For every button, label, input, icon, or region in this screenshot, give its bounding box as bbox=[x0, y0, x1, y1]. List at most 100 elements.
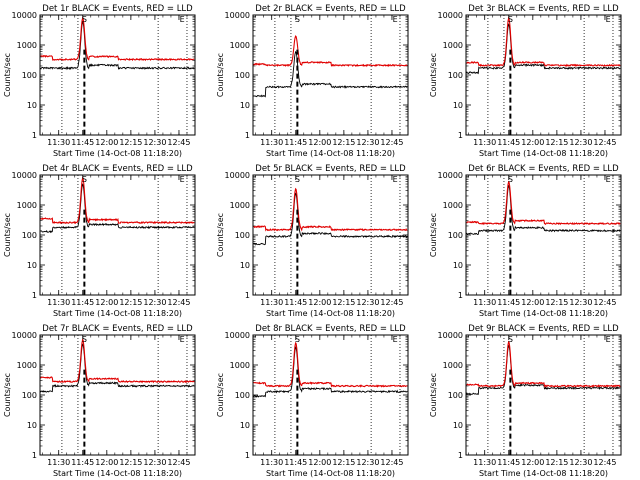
y-tick-label: 1 bbox=[458, 131, 463, 140]
x-tick-label: 12:45 bbox=[593, 298, 616, 307]
lld-series-line bbox=[466, 340, 621, 388]
y-tick-label: 1000 bbox=[443, 361, 463, 370]
y-tick-label: 10 bbox=[453, 261, 463, 270]
x-tick-label: 12:45 bbox=[167, 298, 190, 307]
events-series-line bbox=[466, 23, 621, 75]
x-tick-label: 12:00 bbox=[308, 138, 331, 147]
y-tick-label: 100 bbox=[448, 71, 463, 80]
panel-title: Det 6r BLACK = Events, RED = LLD bbox=[468, 164, 619, 174]
y-tick-label: 10 bbox=[453, 421, 463, 430]
x-tick-label: 12:45 bbox=[167, 458, 190, 467]
x-tick-label: 11:30 bbox=[473, 138, 496, 147]
x-tick-label: 12:30 bbox=[356, 298, 379, 307]
x-tick-label: 12:15 bbox=[545, 458, 568, 467]
y-tick-label: 1 bbox=[32, 131, 37, 140]
panel-title: Det 1r BLACK = Events, RED = LLD bbox=[42, 4, 193, 14]
y-tick-label: 10000 bbox=[438, 11, 463, 20]
x-tick-label: 11:30 bbox=[473, 298, 496, 307]
y-tick-label: 10000 bbox=[438, 171, 463, 180]
x-tick-label: 11:30 bbox=[260, 138, 283, 147]
y-tick-label: 100 bbox=[235, 231, 250, 240]
x-tick-label: 12:45 bbox=[380, 138, 403, 147]
x-axis-label: Start Time (14-Oct-08 11:18:20) bbox=[53, 149, 182, 158]
y-tick-label: 1000 bbox=[17, 361, 37, 370]
y-tick-label: 100 bbox=[235, 71, 250, 80]
y-tick-label: 100 bbox=[235, 391, 250, 400]
y-tick-label: 10 bbox=[27, 421, 37, 430]
x-tick-label: 12:45 bbox=[380, 458, 403, 467]
y-tick-label: 1000 bbox=[230, 201, 250, 210]
y-tick-label: 1 bbox=[32, 291, 37, 300]
x-tick-label: 11:45 bbox=[284, 458, 307, 467]
plot-frame bbox=[465, 174, 622, 296]
x-tick-label: 12:30 bbox=[143, 458, 166, 467]
marker-label: E bbox=[180, 335, 185, 344]
plot-frame bbox=[252, 14, 409, 136]
y-tick-label: 10000 bbox=[12, 11, 37, 20]
y-tick-label: 10 bbox=[27, 261, 37, 270]
detector-panel: Det 8r BLACK = Events, RED = LLD Counts/s… bbox=[216, 324, 409, 478]
marker-label: E bbox=[606, 15, 611, 24]
detector-panel: Det 6r BLACK = Events, RED = LLD Counts/s… bbox=[429, 164, 622, 318]
x-tick-label: 12:30 bbox=[569, 458, 592, 467]
lld-series-line bbox=[40, 338, 195, 384]
events-series-line bbox=[40, 183, 195, 234]
x-tick-label: 11:45 bbox=[71, 138, 94, 147]
y-tick-label: 10 bbox=[27, 101, 37, 110]
x-axis-label: Start Time (14-Oct-08 11:18:20) bbox=[266, 469, 395, 478]
y-axis-label: Counts/sec bbox=[216, 53, 225, 97]
y-tick-label: 10 bbox=[240, 421, 250, 430]
x-tick-label: 11:45 bbox=[284, 298, 307, 307]
x-tick-label: 12:30 bbox=[143, 298, 166, 307]
lld-series-line bbox=[466, 180, 621, 226]
detector-panel: Det 3r BLACK = Events, RED = LLD Counts/s… bbox=[429, 4, 622, 158]
plot-frame bbox=[39, 334, 196, 456]
marker-label: E bbox=[393, 15, 398, 24]
x-axis-label: Start Time (14-Oct-08 11:18:20) bbox=[479, 309, 608, 318]
marker-label: S bbox=[82, 15, 87, 24]
y-tick-label: 1 bbox=[32, 451, 37, 460]
panel-title: Det 2r BLACK = Events, RED = LLD bbox=[255, 4, 406, 14]
x-tick-label: 11:30 bbox=[473, 458, 496, 467]
x-tick-label: 12:00 bbox=[521, 138, 544, 147]
events-series-line bbox=[40, 343, 195, 393]
x-tick-label: 12:00 bbox=[95, 138, 118, 147]
y-tick-label: 1000 bbox=[17, 201, 37, 210]
y-axis-label: Counts/sec bbox=[3, 373, 12, 417]
y-tick-label: 1 bbox=[245, 451, 250, 460]
x-tick-label: 12:15 bbox=[119, 138, 142, 147]
x-axis-label: Start Time (14-Oct-08 11:18:20) bbox=[479, 469, 608, 478]
plot-frame bbox=[465, 334, 622, 456]
x-tick-label: 12:15 bbox=[332, 138, 355, 147]
detector-panel: Det 5r BLACK = Events, RED = LLD Counts/s… bbox=[216, 164, 409, 318]
marker-label: S bbox=[508, 15, 513, 24]
x-tick-label: 12:00 bbox=[95, 458, 118, 467]
marker-label: E bbox=[180, 175, 185, 184]
events-series-line bbox=[466, 344, 621, 396]
plot-frame bbox=[252, 334, 409, 456]
x-tick-label: 11:45 bbox=[497, 298, 520, 307]
y-axis-label: Counts/sec bbox=[3, 213, 12, 257]
y-tick-label: 10000 bbox=[225, 171, 250, 180]
y-tick-label: 1000 bbox=[443, 41, 463, 50]
marker-label: E bbox=[393, 335, 398, 344]
plot-frame bbox=[39, 14, 196, 136]
x-tick-label: 11:45 bbox=[497, 138, 520, 147]
x-tick-label: 12:30 bbox=[569, 298, 592, 307]
x-tick-label: 12:30 bbox=[356, 458, 379, 467]
plot-frame bbox=[465, 14, 622, 136]
y-tick-label: 100 bbox=[448, 231, 463, 240]
detector-panel: Det 9r BLACK = Events, RED = LLD Counts/s… bbox=[429, 324, 622, 478]
x-tick-label: 11:30 bbox=[47, 138, 70, 147]
x-tick-label: 11:45 bbox=[71, 298, 94, 307]
x-tick-label: 12:30 bbox=[569, 138, 592, 147]
y-tick-label: 100 bbox=[22, 231, 37, 240]
marker-label: E bbox=[180, 15, 185, 24]
plot-frame bbox=[39, 174, 196, 296]
x-tick-label: 11:30 bbox=[260, 298, 283, 307]
detector-panel: Det 2r BLACK = Events, RED = LLD Counts/s… bbox=[216, 4, 409, 158]
panel-title: Det 8r BLACK = Events, RED = LLD bbox=[255, 324, 406, 334]
y-tick-label: 1000 bbox=[230, 361, 250, 370]
x-tick-label: 12:45 bbox=[593, 458, 616, 467]
